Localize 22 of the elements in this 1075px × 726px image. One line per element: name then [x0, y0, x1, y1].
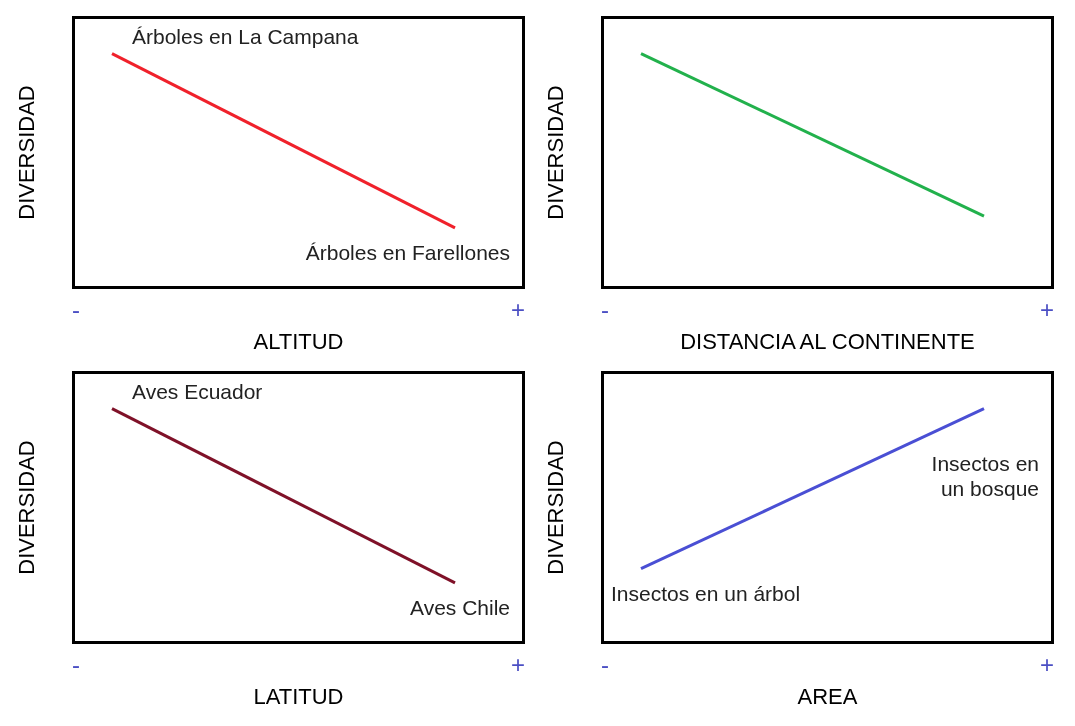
text: - [72, 651, 80, 678]
annotation: Insectos en un árbol [611, 581, 801, 605]
text: - [601, 651, 609, 678]
text: + [1039, 296, 1054, 323]
x-axis-title: DISTANCIA AL CONTINENTE [680, 329, 975, 354]
text: - [72, 296, 80, 323]
annotation: Árboles en Farellones [305, 240, 510, 264]
x-axis-title: LATITUD [253, 684, 344, 709]
x-axis-title: ALTITUD [253, 329, 344, 354]
text: + [510, 296, 525, 323]
text: Aves Ecuador [132, 379, 263, 403]
y-axis-title: DIVERSIDAD [542, 85, 568, 220]
annotation: Aves Chile [410, 595, 510, 619]
text: + [1039, 651, 1054, 678]
y-axis-title: DIVERSIDAD [542, 440, 568, 575]
y-axis-title: DIVERSIDAD [13, 440, 39, 575]
x-axis-title: AREA [797, 684, 858, 709]
text: Árboles en La Campana [132, 24, 359, 48]
annotation: Insectos en un bosque [931, 451, 1039, 500]
y-axis-title: DIVERSIDAD [13, 85, 39, 220]
text: - [601, 296, 609, 323]
text: + [510, 651, 525, 678]
